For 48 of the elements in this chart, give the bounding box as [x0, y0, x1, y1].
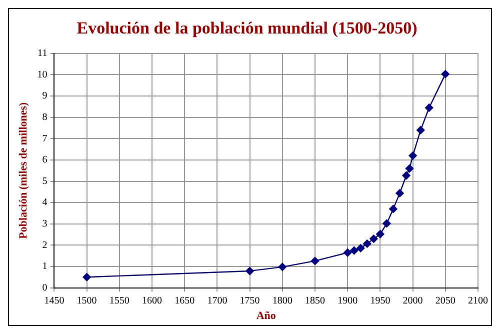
point [310, 256, 320, 266]
point [416, 126, 425, 134]
point [350, 246, 358, 255]
y-tick-label: 5 [42, 176, 48, 187]
point [396, 189, 404, 198]
y-tick-label: 0 [42, 282, 48, 294]
y-tick-label: 8 [42, 112, 48, 123]
point [278, 262, 286, 272]
point [82, 273, 91, 282]
x-tick-label: 1700 [207, 295, 228, 306]
y-tick-label: 1 [42, 261, 48, 272]
x-tick-label: 1800 [272, 295, 292, 306]
x-tick-label: 2050 [435, 295, 456, 306]
point [344, 248, 352, 257]
point [405, 164, 414, 173]
y-tick-label: 3 [42, 218, 48, 230]
point [246, 266, 254, 276]
x-tick-label: 1450 [44, 295, 64, 306]
x-tick-label: 1850 [305, 295, 325, 306]
x-tick-label: 1600 [142, 295, 162, 306]
y-tick-label: 7 [42, 133, 48, 144]
x-tick-label: 1950 [370, 295, 390, 306]
point [441, 70, 450, 78]
point [402, 171, 410, 180]
y-tick-label: 6 [42, 154, 48, 166]
y-tick-label: 11 [38, 48, 48, 60]
point [389, 204, 398, 214]
x-tick-label: 1750 [240, 295, 260, 306]
point [376, 230, 384, 238]
x-axis-title: Año [256, 310, 276, 322]
chart-title: Evolución de la población mundial (1500-2050) [76, 18, 418, 38]
y-tick-label: 2 [42, 240, 48, 251]
point [425, 104, 434, 112]
x-tick-label: 1900 [338, 295, 358, 306]
x-tick-label: 1500 [76, 295, 97, 306]
point [370, 234, 378, 243]
point [356, 244, 365, 252]
y-tick-label: 4 [42, 197, 48, 208]
point [382, 219, 391, 228]
y-axis-title: Población (miles de millones) [17, 102, 30, 239]
x-tick-label: 2100 [468, 295, 488, 306]
x-tick-label: 1550 [109, 295, 130, 306]
y-tick-label: 9 [42, 90, 48, 102]
y-tick-label: 10 [37, 69, 48, 80]
point [408, 152, 417, 160]
point [363, 240, 372, 248]
x-tick-label: 2000 [402, 295, 423, 306]
x-tick-label: 1650 [174, 295, 195, 306]
